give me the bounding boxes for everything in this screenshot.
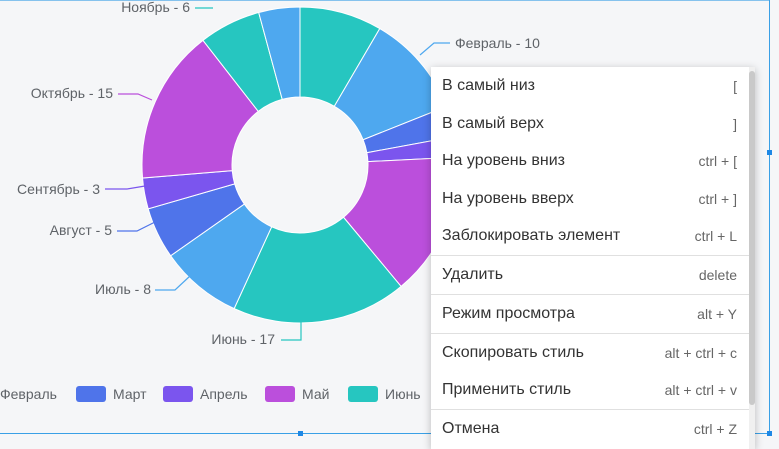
legend-label[interactable]: Май	[302, 386, 329, 402]
menu-item-send-to-back[interactable]: В самый низ [	[431, 67, 749, 105]
menu-item-shortcut: [	[733, 78, 737, 94]
menu-separator	[431, 255, 749, 256]
menu-item-shortcut: ctrl + Z	[693, 421, 737, 437]
menu-separator	[431, 294, 749, 295]
data-label: Октябрь - 15	[31, 85, 113, 101]
context-menu-scrollbar[interactable]	[749, 67, 755, 449]
menu-item-lock-element[interactable]: Заблокировать элемент ctrl + L	[431, 217, 749, 255]
resize-handle-bottom[interactable]	[298, 431, 303, 436]
legend-swatch[interactable]	[76, 386, 106, 402]
donut-slice-12[interactable]	[258, 6, 301, 100]
legend-label[interactable]: Июнь	[385, 386, 421, 402]
data-label: Февраль - 10	[455, 35, 540, 51]
menu-separator	[431, 333, 749, 334]
menu-item-label: На уровень вниз	[442, 152, 565, 169]
menu-item-label: Отмена	[442, 420, 500, 437]
menu-item-label: Применить стиль	[442, 381, 572, 398]
legend-label[interactable]: Март	[113, 386, 147, 402]
legend-swatch[interactable]	[348, 386, 378, 402]
menu-item-bring-forward[interactable]: На уровень вверх ctrl + ]	[431, 180, 749, 218]
menu-separator	[431, 409, 749, 410]
resize-handle-corner[interactable]	[767, 431, 772, 436]
selection-frame-top	[0, 0, 770, 1]
selection-frame-right	[769, 0, 770, 434]
resize-handle-right[interactable]	[767, 150, 772, 155]
legend-swatch[interactable]	[265, 386, 295, 402]
menu-item-label: Заблокировать элемент	[442, 227, 621, 244]
leader-line	[419, 42, 450, 56]
menu-item-delete[interactable]: Удалить delete	[431, 256, 749, 294]
leader-line	[281, 322, 302, 341]
menu-item-copy-style[interactable]: Скопировать стиль alt + ctrl + c	[431, 334, 749, 372]
menu-item-shortcut: alt + Y	[697, 306, 737, 322]
menu-item-label: Скопировать стиль	[442, 344, 584, 361]
legend-label[interactable]: Февраль	[0, 386, 57, 402]
donut-slice-6[interactable]	[233, 216, 402, 324]
menu-item-shortcut: ctrl + [	[698, 153, 737, 169]
menu-item-shortcut: delete	[698, 267, 737, 283]
menu-item-shortcut: ]	[733, 116, 737, 132]
menu-item-label: Удалить	[442, 266, 504, 283]
legend-swatch[interactable]	[163, 386, 193, 402]
selection-frame-bottom	[0, 433, 770, 434]
menu-item-preview-mode[interactable]: Режим просмотра alt + Y	[431, 295, 749, 333]
data-label: Июль - 8	[95, 281, 151, 297]
menu-item-bring-to-front[interactable]: В самый верх ]	[431, 105, 749, 143]
leader-line	[118, 93, 153, 101]
data-label: Август - 5	[50, 222, 113, 238]
menu-item-label: В самый низ	[442, 77, 536, 94]
data-label: Ноябрь - 6	[121, 0, 190, 15]
leader-line	[117, 221, 156, 232]
context-menu: В самый низ [ В самый верх ] На уровень …	[431, 67, 755, 449]
leader-line	[105, 185, 146, 190]
scrollbar-thumb[interactable]	[749, 71, 755, 405]
menu-item-label: На уровень вверх	[442, 190, 574, 207]
menu-item-shortcut: alt + ctrl + v	[664, 382, 737, 398]
menu-item-shortcut: ctrl + ]	[698, 191, 737, 207]
menu-item-send-backward[interactable]: На уровень вниз ctrl + [	[431, 142, 749, 180]
legend-label[interactable]: Апрель	[200, 386, 248, 402]
data-label: Сентябрь - 3	[17, 181, 100, 197]
menu-item-undo[interactable]: Отмена ctrl + Z	[431, 410, 749, 448]
data-label: Июнь - 17	[211, 331, 275, 347]
menu-item-shortcut: alt + ctrl + c	[664, 345, 737, 361]
menu-item-label: В самый верх	[442, 115, 544, 132]
leader-line	[155, 275, 191, 291]
menu-item-label: Режим просмотра	[442, 305, 575, 322]
menu-item-paste-style[interactable]: Применить стиль alt + ctrl + v	[431, 371, 749, 409]
menu-item-shortcut: ctrl + L	[694, 228, 737, 244]
